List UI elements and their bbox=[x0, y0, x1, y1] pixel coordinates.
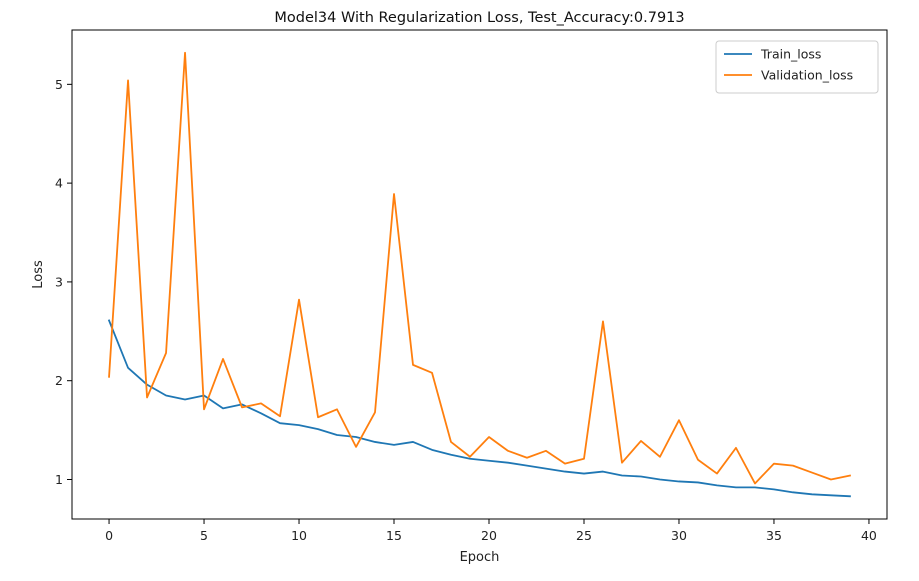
x-axis: 0 5 10 15 20 25 30 35 40 bbox=[105, 519, 877, 543]
x-tick-label: 30 bbox=[671, 528, 687, 543]
chart-title: Model34 With Regularization Loss, Test_A… bbox=[274, 10, 684, 26]
x-tick-label: 0 bbox=[105, 528, 113, 543]
y-tick-label: 1 bbox=[55, 472, 63, 487]
legend: Train_loss Validation_loss bbox=[715, 40, 879, 94]
x-tick-label: 20 bbox=[481, 528, 497, 543]
plot-area bbox=[71, 29, 888, 520]
y-tick-label: 2 bbox=[55, 373, 63, 388]
legend-label: Validation_loss bbox=[761, 68, 853, 83]
legend-box bbox=[715, 40, 879, 94]
y-axis: 1 2 3 4 5 bbox=[55, 77, 72, 487]
x-tick-label: 25 bbox=[576, 528, 592, 543]
x-tick-label: 40 bbox=[861, 528, 877, 543]
y-tick-label: 4 bbox=[55, 176, 63, 191]
x-tick-label: 35 bbox=[766, 528, 782, 543]
series-line-1 bbox=[108, 51, 852, 485]
legend-label: Train_loss bbox=[760, 47, 821, 62]
y-axis-label: Loss bbox=[31, 260, 46, 289]
series-layer bbox=[107, 51, 852, 498]
y-tick-label: 5 bbox=[55, 77, 63, 92]
x-axis-label: Epoch bbox=[460, 550, 500, 565]
x-tick-label: 10 bbox=[291, 528, 307, 543]
x-tick-label: 15 bbox=[386, 528, 402, 543]
x-tick-label: 5 bbox=[200, 528, 208, 543]
series-line-0 bbox=[107, 319, 851, 498]
y-tick-label: 3 bbox=[55, 274, 63, 289]
